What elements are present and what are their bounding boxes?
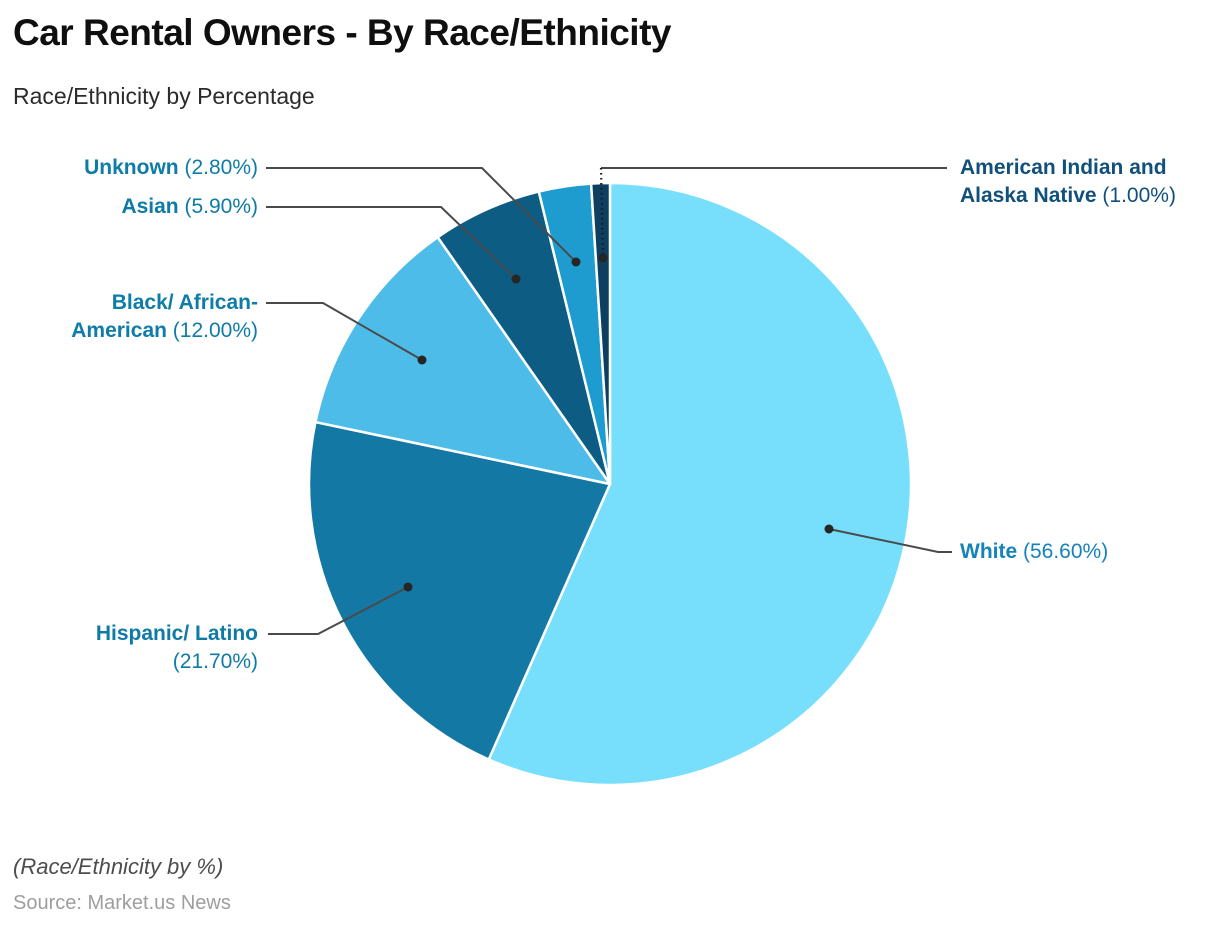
slice-value-asian: (5.90%) — [178, 195, 258, 218]
slice-value-american-indian-alaska-native: (1.00%) — [1096, 184, 1176, 207]
leader-dot-black-african-american — [417, 355, 427, 365]
leader-line-asian — [266, 206, 517, 280]
slice-name-unknown: Unknown — [84, 156, 179, 179]
slice-value-hispanic-latino: (21.70%) — [172, 650, 258, 673]
label-hispanic-latino: Hispanic/ Latino (21.70%) — [58, 620, 258, 676]
leader-line-dotted-american-indian-alaska-native — [599, 167, 605, 259]
leader-dot-unknown — [571, 257, 581, 267]
leader-line-black-african-american — [266, 302, 423, 361]
page-subtitle: Race/Ethnicity by Percentage — [13, 83, 315, 109]
label-american-indian-alaska-native: American Indian and Alaska Native (1.00%… — [960, 154, 1205, 210]
pie-slices — [307, 181, 913, 787]
leader-lines — [266, 167, 952, 635]
page-title: Car Rental Owners - By Race/Ethnicity — [13, 12, 671, 53]
label-white: White (56.60%) — [960, 538, 1108, 566]
slice-name-asian: Asian — [121, 195, 179, 218]
leader-dot-american-indian-alaska-native — [598, 253, 608, 263]
label-unknown: Unknown (2.80%) — [84, 154, 258, 182]
slice-name-black-african-american: Black/ African-American — [71, 291, 258, 342]
source-credit: Source: Market.us News — [13, 892, 231, 914]
leader-line-unknown — [266, 167, 577, 263]
label-asian: Asian (5.90%) — [121, 193, 258, 221]
leader-line-hispanic-latino — [268, 586, 409, 635]
leader-line-white — [828, 528, 952, 553]
slice-name-american-indian-alaska-native: American Indian and Alaska Native — [960, 156, 1167, 207]
leader-dot-hispanic-latino — [403, 582, 413, 592]
slice-value-unknown: (2.80%) — [178, 156, 258, 179]
leader-dot-white — [824, 524, 834, 534]
leader-dot-asian — [511, 274, 521, 284]
slice-name-white: White — [960, 540, 1018, 563]
chart-footnote: (Race/Ethnicity by %) — [13, 854, 224, 879]
pie-slice-black-african-american — [314, 235, 612, 486]
slice-name-hispanic-latino: Hispanic/ Latino — [95, 622, 258, 645]
slice-value-black-african-american: (12.00%) — [166, 319, 258, 342]
label-black-african-american: Black/ African-American (12.00%) — [58, 289, 258, 345]
slice-value-white: (56.60%) — [1017, 540, 1109, 563]
